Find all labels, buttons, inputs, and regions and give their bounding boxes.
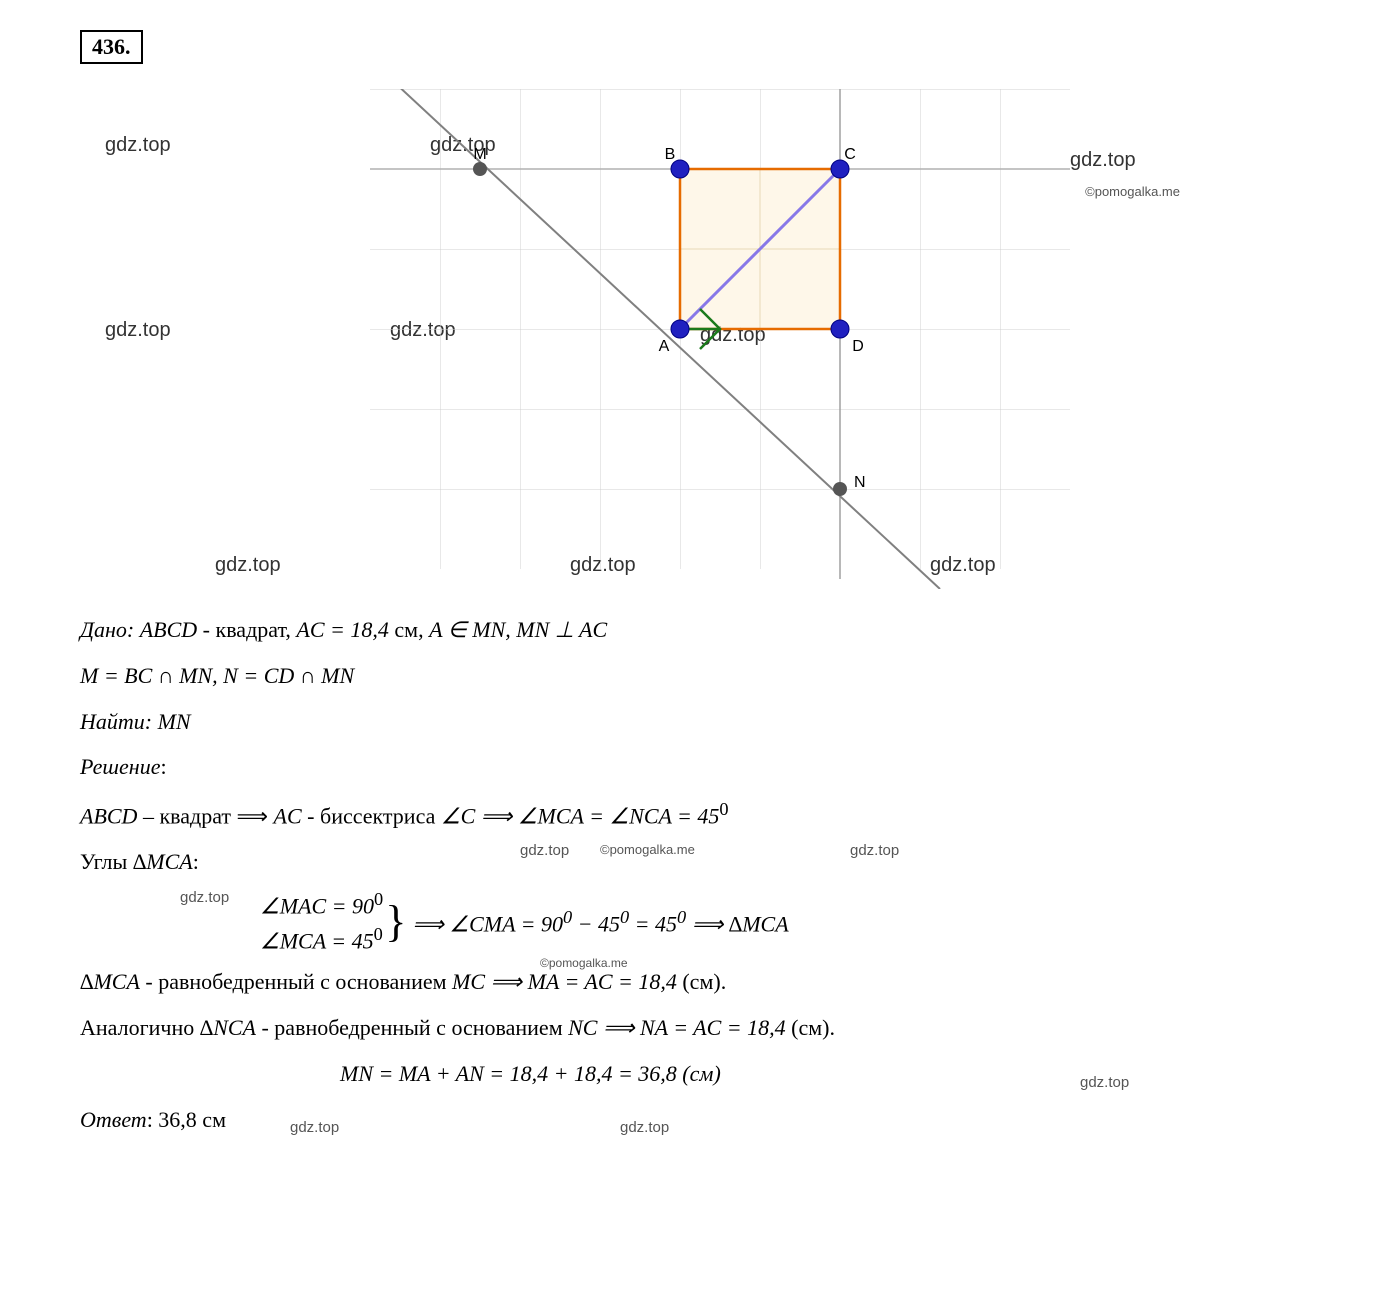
given-line2: M = BC ∩ MN, N = CD ∩ MN [80, 655, 1320, 697]
label-B: B [665, 146, 676, 163]
copyright-inline: ©pomogalka.me [600, 838, 695, 863]
geometry-diagram: M B C A D N [370, 89, 1070, 589]
solution-text: Дано: ABCD - квадрат, AC = 18,4 см, A ∈ … [80, 609, 1320, 1141]
watermark: gdz.top [620, 1114, 669, 1143]
solution-line4: Аналогично ∆NCA - равнобедренный с основ… [80, 1007, 1320, 1049]
watermark: gdz.top [180, 884, 229, 913]
watermark: gdz.top [105, 134, 171, 157]
solution-label: Решение [80, 754, 160, 779]
solution-line3: ∆MCA - равнобедренный с основанием MC ⟹ … [80, 961, 1320, 1003]
watermark: gdz.top [105, 319, 171, 342]
equation-block: ∠MAC = 900 ∠MCA = 450 } ⟹ ∠CMA = 900 − 4… [260, 887, 1320, 957]
label-C: C [844, 146, 856, 163]
solution-line5: MN = MA + AN = 18,4 + 18,4 = 36,8 (см) [340, 1053, 1320, 1095]
watermark: gdz.top [1070, 149, 1136, 172]
problem-number: 436. [92, 34, 131, 59]
answer-label: Ответ [80, 1107, 147, 1132]
problem-number-box: 436. [80, 30, 143, 64]
solution-line1: ABCD – квадрат ⟹ AC - биссектриса ∠C ⟹ ∠… [80, 792, 1320, 837]
given-label: Дано [80, 617, 127, 642]
copyright-inline: ©pomogalka.me [540, 952, 628, 975]
answer-line: Ответ: 36,8 см [80, 1099, 1320, 1141]
label-A: A [659, 338, 670, 355]
watermark: gdz.top [215, 554, 281, 577]
watermark: gdz.top [520, 837, 569, 866]
copyright-label: ©pomogalka.me [1085, 184, 1180, 199]
diagram-container: ©pomogalka.me gdz.top gdz.top gdz.top gd… [80, 79, 1320, 599]
find-label: Найти [80, 709, 145, 734]
solution-line2: Углы ∆MCA: [80, 841, 1320, 883]
label-D: D [852, 338, 864, 355]
label-M: M [473, 146, 486, 163]
watermark: gdz.top [290, 1114, 339, 1143]
solution-label-line: Решение: [80, 746, 1320, 788]
closing-brace: } [385, 900, 406, 944]
watermark: gdz.top [850, 837, 899, 866]
label-N: N [854, 474, 866, 491]
given-line1: Дано: ABCD - квадрат, AC = 18,4 см, A ∈ … [80, 609, 1320, 651]
watermark: gdz.top [1080, 1069, 1129, 1098]
find-line: Найти: MN [80, 701, 1320, 743]
